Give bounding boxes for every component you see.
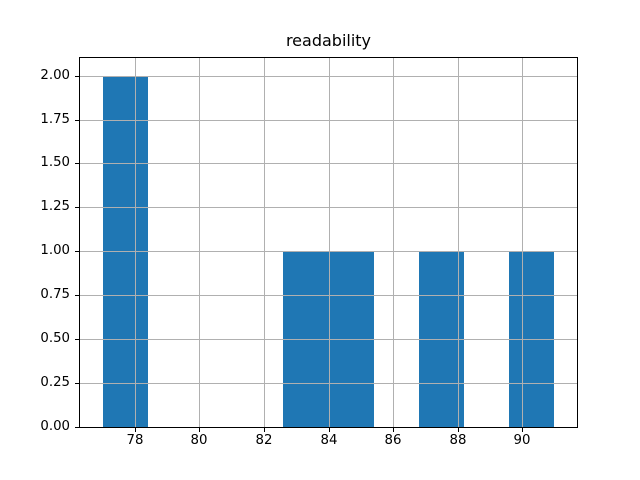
y-tick: [75, 76, 79, 77]
y-gridline: [80, 295, 577, 296]
y-gridline: [80, 251, 577, 252]
x-gridline: [522, 58, 523, 427]
x-gridline: [135, 58, 136, 427]
y-tick: [75, 295, 79, 296]
x-tick: [199, 428, 200, 432]
y-gridline: [80, 76, 577, 77]
y-tick-label: 1.50: [40, 155, 70, 170]
y-gridline: [80, 383, 577, 384]
y-gridline: [80, 163, 577, 164]
y-tick-label: 1.25: [40, 199, 70, 214]
x-gridline: [393, 58, 394, 427]
x-tick-label: 80: [190, 433, 208, 448]
x-tick: [393, 428, 394, 432]
y-tick: [75, 207, 79, 208]
y-tick-label: 0.75: [40, 287, 70, 302]
y-tick: [75, 251, 79, 252]
x-gridline: [264, 58, 265, 427]
y-gridline: [80, 207, 577, 208]
x-gridline: [329, 58, 330, 427]
y-tick: [75, 120, 79, 121]
y-gridline: [80, 120, 577, 121]
x-tick: [458, 428, 459, 432]
y-gridline: [80, 339, 577, 340]
y-tick: [75, 427, 79, 428]
y-tick: [75, 339, 79, 340]
x-tick-label: 84: [320, 433, 338, 448]
x-tick: [329, 428, 330, 432]
x-tick: [522, 428, 523, 432]
x-tick-label: 86: [384, 433, 402, 448]
chart-title: readability: [285, 31, 372, 50]
y-tick-label: 1.00: [40, 243, 70, 258]
x-tick-label: 78: [126, 433, 144, 448]
y-tick: [75, 163, 79, 164]
x-tick-label: 90: [513, 433, 531, 448]
x-tick-label: 88: [449, 433, 467, 448]
x-tick-label: 82: [255, 433, 273, 448]
y-tick-label: 2.00: [40, 68, 70, 83]
y-tick: [75, 383, 79, 384]
y-tick-label: 0.00: [40, 419, 70, 434]
x-gridline: [458, 58, 459, 427]
y-tick-label: 0.25: [40, 375, 70, 390]
x-tick: [135, 428, 136, 432]
y-tick-label: 0.50: [40, 331, 70, 346]
x-gridline: [199, 58, 200, 427]
x-tick: [264, 428, 265, 432]
y-tick-label: 1.75: [40, 112, 70, 127]
